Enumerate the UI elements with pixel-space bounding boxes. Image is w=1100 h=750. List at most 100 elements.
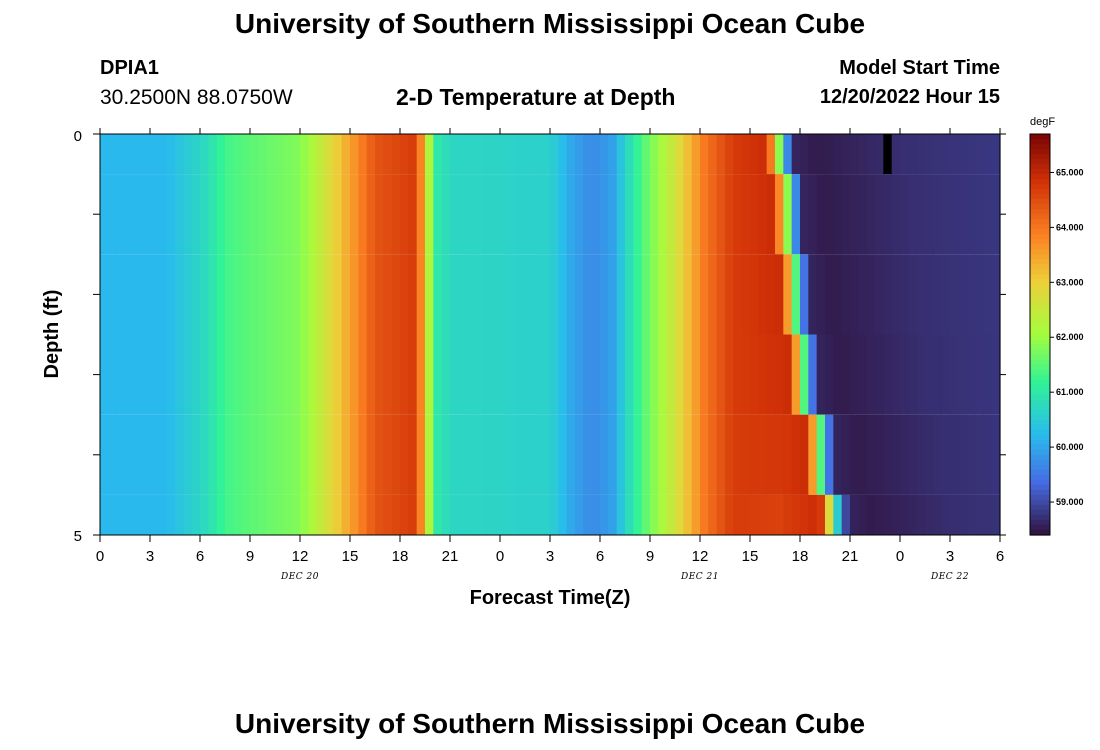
colorbar-segment [1030,344,1050,351]
heatmap-cell [958,334,968,415]
colorbar-segment [1030,384,1050,391]
colorbar-segment [1030,304,1050,311]
heatmap-cell [258,134,268,175]
heatmap-cell [900,254,909,335]
heatmap-cell [341,134,351,175]
heatmap-cell [658,254,668,335]
heatmap-cell [533,134,543,175]
heatmap-cell [933,174,943,255]
heatmap-cell [816,494,826,535]
colorbar-segment [1030,509,1050,516]
x-tick-label: 21 [842,548,859,565]
heatmap-cell [800,414,809,495]
heatmap-cell [458,254,468,335]
heatmap-cell [658,134,668,175]
colorbar-segment [1030,489,1050,496]
colorbar-segment [1030,174,1050,180]
heatmap-cell [716,254,726,335]
heatmap-cell [341,254,351,335]
heatmap-cell [133,174,143,255]
heatmap-cell [775,174,784,255]
heatmap-cell [391,334,401,415]
heatmap-cell [383,134,393,175]
footer-title: University of Southern Mississippi Ocean… [234,708,866,739]
heatmap-cell [158,254,168,335]
heatmap-cell [916,334,926,415]
heatmap-cell [666,494,676,535]
colorbar-segment [1030,309,1050,316]
heatmap-cell [925,494,934,535]
heatmap-cell [316,334,326,415]
heatmap-cell [766,254,776,335]
heatmap-cell [433,174,443,255]
colorbar-segment [1030,339,1050,346]
heatmap-cell [375,254,384,335]
heatmap-cell [900,174,909,255]
heatmap-cell [191,254,201,335]
heatmap-cell [375,414,384,495]
heatmap-cell [233,254,243,335]
heatmap-cell [275,334,284,415]
heatmap-cell [216,134,226,175]
heatmap-cell [675,334,684,415]
heatmap-cell [125,134,134,175]
heatmap-cell [741,494,751,535]
heatmap-cell [866,254,876,335]
heatmap-cell [700,334,709,415]
heatmap-cell [983,174,993,255]
heatmap-cell [225,414,234,495]
colorbar-segment [1030,239,1050,245]
heatmap-cell [350,134,359,175]
heatmap-cell [866,494,876,535]
heatmap-cell [241,174,251,255]
heatmap-cell [766,414,776,495]
heatmap-cell [458,174,468,255]
heatmap-cell [733,334,743,415]
x-tick-label: 12 [292,548,309,565]
heatmap-cell [700,414,709,495]
heatmap-cell [208,414,218,495]
heatmap-cell [691,174,701,255]
colorbar-segment [1030,319,1050,326]
colorbar-segment [1030,389,1050,396]
heatmap-cell [975,414,984,495]
heatmap-cell [966,334,976,415]
heatmap-cell [566,494,576,535]
heatmap-cell [508,494,518,535]
heatmap-cell [441,254,451,335]
heatmap-cell [566,414,576,495]
colorbar-segment [1030,169,1050,175]
heatmap-cell [858,134,868,175]
heatmap-cell [908,334,918,415]
heatmap-cell [858,254,868,335]
heatmap-cell [991,334,1001,415]
heatmap-cell [550,414,559,495]
heatmap-cell [675,494,684,535]
heatmap-cell [300,174,309,255]
heatmap-cell [733,414,743,495]
heatmap-cell [916,494,926,535]
colorbar-segment [1030,359,1050,366]
heatmap-cell [741,254,751,335]
heatmap-cell [800,254,809,335]
heatmap-cell [116,174,126,255]
heatmap-cell [900,334,909,415]
heatmap-cell [116,494,126,535]
heatmap-cell [166,334,176,415]
heatmap-cell [516,494,526,535]
x-tick-label: 3 [146,548,154,565]
heatmap-cell [108,414,118,495]
heatmap-cell [708,174,718,255]
heatmap-cell [775,414,784,495]
heatmap-cell [275,134,284,175]
heatmap-cell [841,414,851,495]
heatmap-cell [383,494,393,535]
heatmap-cell [483,334,493,415]
date-label: DEC 22 [930,572,969,582]
y-axis-label: Depth (ft) [41,290,63,379]
heatmap-cell [225,254,234,335]
colorbar-segment [1030,524,1050,531]
heatmap-cell [166,134,176,175]
heatmap-cell [216,254,226,335]
colorbar-segment [1030,229,1050,235]
